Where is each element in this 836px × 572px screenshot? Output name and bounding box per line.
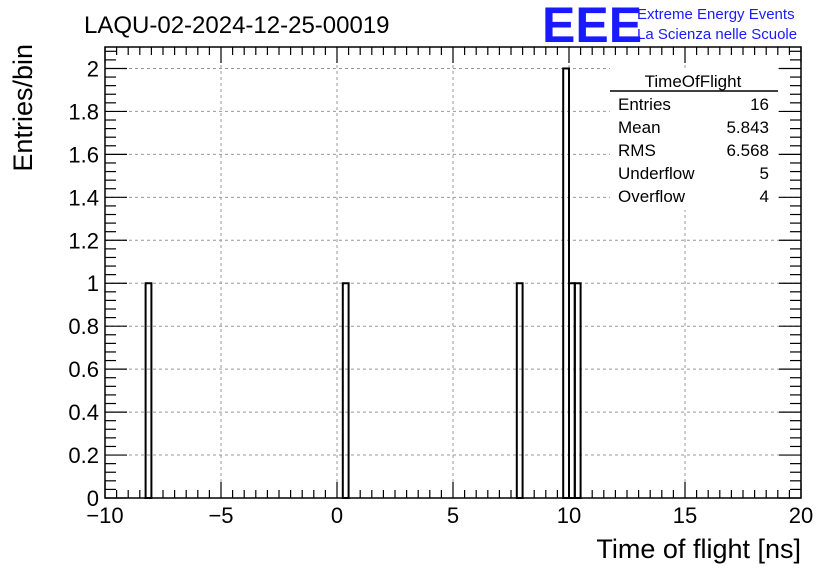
y-tick-label: 2 xyxy=(87,56,99,81)
y-tick-label: 1 xyxy=(87,271,99,296)
x-tick-label: −5 xyxy=(208,503,233,528)
y-tick-label: 1.4 xyxy=(68,185,99,210)
y-tick-label: 1.8 xyxy=(68,99,99,124)
x-tick-label: 5 xyxy=(447,503,459,528)
histogram-bin xyxy=(144,282,153,499)
logo-line-1: Extreme Energy Events xyxy=(637,6,795,23)
stats-value: 5 xyxy=(760,164,769,183)
grid-lines xyxy=(105,47,801,498)
stats-value: 5.843 xyxy=(726,118,769,137)
y-tick-label: 0.8 xyxy=(68,314,99,339)
x-tick-label: 20 xyxy=(789,503,813,528)
y-tick-label: 1.2 xyxy=(68,228,99,253)
y-tick-label: 1.6 xyxy=(68,142,99,167)
x-tick-label: −10 xyxy=(86,503,123,528)
stats-label: RMS xyxy=(618,141,656,160)
x-axis-label: Time of flight [ns] xyxy=(596,534,801,564)
stats-label: Underflow xyxy=(618,164,695,183)
histogram-bin xyxy=(341,282,350,499)
logo-line-2: La Scienza nelle Scuole xyxy=(637,26,797,43)
x-tick-label: 15 xyxy=(673,503,697,528)
y-tick-label: 0.4 xyxy=(68,400,99,425)
x-tick-label: 0 xyxy=(331,503,343,528)
axis-ticks xyxy=(104,47,802,499)
histogram-bin xyxy=(515,282,524,499)
histogram-bin xyxy=(573,282,582,499)
stats-value: 6.568 xyxy=(726,141,769,160)
stats-label: Entries xyxy=(618,95,671,114)
logo-text: EEE xyxy=(542,0,642,53)
y-tick-labels: 0 0.2 0.4 0.6 0.8 1 1.2 1.4 1.6 1.8 2 xyxy=(68,56,99,511)
eee-logo: EEE Extreme Energy Events La Scienza nel… xyxy=(542,0,797,53)
stats-value: 4 xyxy=(760,187,769,206)
chart-title: LAQU-02-2024-12-25-00019 xyxy=(84,12,390,39)
x-tick-label: 10 xyxy=(557,503,581,528)
stats-box: TimeOfFlight Entries 16 Mean 5.843 RMS 6.568 Un… xyxy=(610,68,778,210)
y-tick-label: 0.6 xyxy=(68,357,99,382)
x-tick-labels: −10 −5 0 5 10 15 20 xyxy=(86,503,813,528)
y-tick-label: 0.2 xyxy=(68,443,99,468)
stats-title: TimeOfFlight xyxy=(645,72,742,91)
stats-label: Mean xyxy=(618,118,661,137)
y-axis-label: Entries/bin xyxy=(8,44,38,172)
stats-value: 16 xyxy=(750,95,769,114)
y-tick-label: 0 xyxy=(87,486,99,511)
stats-label: Overflow xyxy=(618,187,686,206)
